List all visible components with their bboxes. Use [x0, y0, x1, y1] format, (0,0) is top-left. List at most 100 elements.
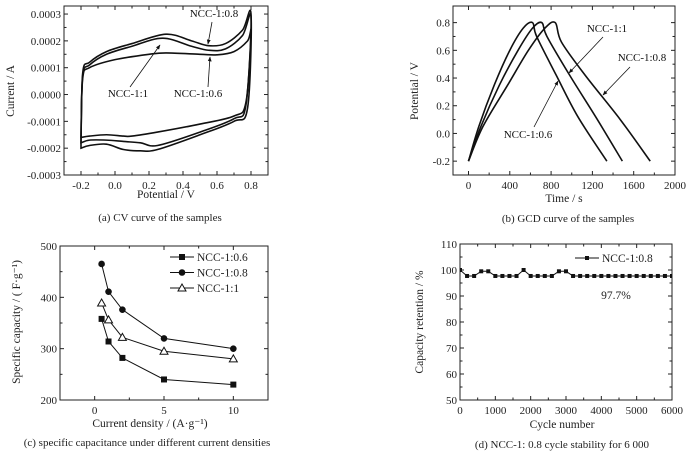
- panel-d: 0 1000 2000 3000 4000 5000 6000 110 100 90 80 70 60 5…: [414, 239, 684, 451]
- x-axis-label: Potential / V: [137, 189, 196, 201]
- annotation-label: NCC-1:1: [587, 23, 627, 35]
- data-point: [620, 273, 625, 278]
- data-point: [564, 269, 568, 274]
- x-tick-label: 3000: [555, 405, 578, 417]
- x-tick-label: 5000: [626, 405, 649, 417]
- y-tick-label: 400: [41, 292, 58, 304]
- x-tick-label: 0.0: [108, 180, 122, 192]
- x-axis-label: Cycle number: [530, 419, 595, 431]
- figure-caption: (b) GCD curve of the samples: [502, 213, 634, 225]
- data-point: [528, 273, 533, 278]
- x-tick-label: 0: [92, 405, 98, 417]
- plot-frame: [459, 243, 673, 401]
- x-tick-label: -0.2: [72, 180, 89, 192]
- data-point: [556, 269, 561, 274]
- marker-circle: [98, 260, 105, 268]
- data-point: [535, 273, 540, 278]
- panel-a: -0.2 0.0 0.2 0.4 0.6 0.8 0.0003 0.0002 0.0001 0.0…: [5, 5, 269, 224]
- data-point: [655, 273, 660, 278]
- x-tick-label: 0: [457, 405, 463, 417]
- marker-square: [161, 376, 167, 383]
- y-tick-label: 100: [441, 265, 458, 277]
- annotation-arrow: [206, 21, 213, 45]
- legend: NCC-1:0.8: [575, 253, 653, 265]
- annotation-label: NCC-1:0.6: [174, 88, 223, 100]
- x-tick-label: 4000: [590, 405, 613, 417]
- annotation-arrow: [533, 80, 559, 128]
- data-point: [460, 268, 462, 272]
- y-tick-label: 80: [446, 317, 458, 329]
- data-point: [493, 273, 498, 278]
- cv-loop-ncc-1-1: [80, 13, 252, 147]
- data-point: [641, 273, 646, 278]
- cv-loop-ncc-1-0-8: [80, 9, 253, 152]
- data-point: [549, 273, 554, 278]
- x-tick-label: 10: [228, 405, 240, 417]
- x-tick-label: 1000: [484, 405, 507, 417]
- marker-open-triangle: [117, 332, 128, 341]
- y-tick-label: -0.0003: [27, 170, 61, 182]
- gcd-curve-ncc-1-1: [467, 21, 624, 162]
- annotation-arrow: [568, 36, 604, 74]
- marker-square: [105, 338, 112, 345]
- plot-area: [96, 260, 239, 388]
- data-point: [465, 273, 470, 278]
- x-axis-label: Current density / (A·g⁻¹): [92, 418, 207, 430]
- y-tick-label: -0.0002: [27, 143, 61, 155]
- data-point: [507, 273, 512, 278]
- y-tick-label: 0.0000: [31, 90, 62, 102]
- x-axis-label: Time / s: [545, 193, 583, 205]
- y-axis-label: Specific capacity / ( F·g⁻¹): [11, 260, 23, 384]
- x-tick-label: 0: [466, 180, 472, 192]
- y-tick-label: -0.2: [433, 156, 450, 168]
- y-tick-label: 60: [446, 369, 458, 381]
- y-tick-label: 0.6: [436, 45, 450, 57]
- data-point: [592, 273, 597, 278]
- plot-frame: [452, 5, 676, 176]
- legend-marker: [585, 256, 589, 260]
- plot-area: [80, 9, 253, 152]
- legend: NCC-1:0.6 NCC-1:0.8 NCC-1:1: [170, 252, 248, 295]
- x-tick-label: 2000: [520, 405, 543, 417]
- figure-caption: (d) NCC-1: 0.8 cycle stability for 6 000: [475, 439, 650, 451]
- marker-square: [230, 381, 237, 388]
- marker-circle: [230, 345, 237, 352]
- data-point: [599, 273, 604, 278]
- y-tick-label: 0.4: [436, 73, 450, 85]
- annotation-label: NCC-1:1: [108, 88, 148, 100]
- data-point: [606, 273, 611, 278]
- marker-open-triangle: [96, 297, 107, 307]
- gcd-curve-ncc-1-0-8: [467, 21, 651, 162]
- y-tick-label: 90: [446, 291, 458, 303]
- marker-square: [179, 254, 185, 260]
- data-point: [472, 273, 477, 278]
- marker-open-triangle: [159, 346, 169, 355]
- marker-circle: [160, 335, 168, 342]
- marker-open-triangle: [228, 353, 239, 363]
- y-tick-label: -0.0001: [27, 116, 61, 128]
- marker-circle: [119, 306, 126, 313]
- marker-circle: [178, 269, 186, 276]
- annotation-label: NCC-1:0.8: [618, 52, 667, 64]
- x-tick-label: 1200: [581, 180, 604, 192]
- y-tick-label: 0.0001: [31, 63, 61, 75]
- annotation-arrow: [207, 56, 212, 88]
- data-point: [578, 273, 583, 278]
- data-point: [670, 273, 672, 278]
- data-point: [648, 273, 653, 278]
- panel-c: 0 5 10 500 400 300 200 Current density / (A·g⁻¹…: [11, 241, 270, 449]
- retention-annotation: 97.7%: [601, 290, 631, 302]
- x-tick-label: 0.6: [210, 180, 224, 192]
- data-point: [486, 269, 491, 274]
- y-axis-label: Potential / V: [409, 61, 421, 120]
- x-tick-label: 1600: [623, 180, 646, 192]
- y-axis-label: Capacity retention / %: [414, 270, 426, 374]
- marker-square: [98, 315, 105, 322]
- annotation-arrow: [602, 66, 631, 96]
- data-point: [542, 273, 547, 278]
- x-tick-label: 0.8: [244, 180, 258, 192]
- figure-caption: (a) CV curve of the samples: [98, 212, 222, 224]
- panel-b: 0 400 800 1200 1600 2000 0.8 0.6 0.4 0.2 0.0 -0.2 Ti…: [409, 5, 687, 225]
- plot-area: [460, 268, 672, 278]
